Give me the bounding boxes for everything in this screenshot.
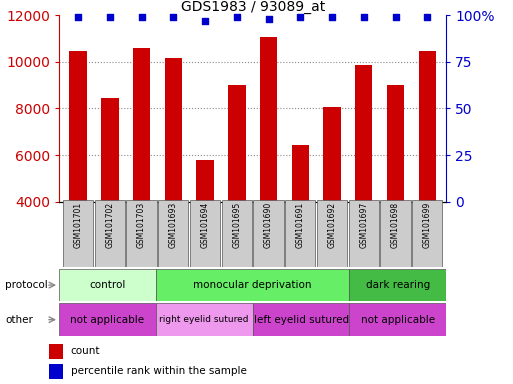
Text: GSM101692: GSM101692 [327, 202, 337, 248]
Text: not applicable: not applicable [70, 314, 145, 325]
Text: left eyelid sutured: left eyelid sutured [253, 314, 349, 325]
Text: GSM101698: GSM101698 [391, 202, 400, 248]
Bar [387, 85, 404, 202]
Bar [190, 200, 220, 267]
Bar [196, 160, 214, 202]
Bar [95, 200, 125, 267]
Bar [49, 364, 63, 379]
Bar [156, 269, 349, 301]
Bar [253, 200, 284, 267]
Point [423, 14, 431, 20]
Bar [381, 200, 410, 267]
Bar [158, 200, 188, 267]
Text: GSM101703: GSM101703 [137, 202, 146, 248]
Bar [355, 65, 372, 202]
Point [106, 14, 114, 20]
Text: right eyelid sutured: right eyelid sutured [160, 315, 249, 324]
Bar [63, 200, 93, 267]
Point [233, 14, 241, 20]
Text: percentile rank within the sample: percentile rank within the sample [71, 366, 246, 376]
Text: GSM101697: GSM101697 [359, 202, 368, 248]
Bar [349, 303, 446, 336]
Bar [101, 98, 119, 202]
Title: GDS1983 / 93089_at: GDS1983 / 93089_at [181, 0, 325, 14]
Text: GSM101691: GSM101691 [296, 202, 305, 248]
Bar [59, 269, 156, 301]
Bar [165, 58, 182, 202]
Text: GSM101693: GSM101693 [169, 202, 178, 248]
Bar [127, 200, 156, 267]
Text: GSM101690: GSM101690 [264, 202, 273, 248]
Point [201, 18, 209, 24]
Text: count: count [71, 346, 100, 356]
Text: GSM101702: GSM101702 [105, 202, 114, 248]
Text: GSM101695: GSM101695 [232, 202, 241, 248]
Bar [260, 38, 277, 202]
Point [328, 14, 336, 20]
Point [264, 16, 272, 22]
Text: GSM101701: GSM101701 [73, 202, 83, 248]
Bar [133, 48, 150, 202]
Point [296, 14, 304, 20]
Point [137, 14, 146, 20]
Text: not applicable: not applicable [361, 314, 435, 325]
Point [360, 14, 368, 20]
Bar [317, 200, 347, 267]
Text: GSM101694: GSM101694 [201, 202, 209, 248]
Text: protocol: protocol [5, 280, 48, 290]
Bar [349, 200, 379, 267]
Point [391, 14, 400, 20]
Point [74, 14, 82, 20]
Text: dark rearing: dark rearing [366, 280, 430, 290]
Bar [323, 107, 341, 202]
Bar [291, 144, 309, 202]
Bar [222, 200, 252, 267]
Bar [412, 200, 442, 267]
Bar [285, 200, 315, 267]
Text: GSM101699: GSM101699 [423, 202, 432, 248]
Bar [252, 303, 349, 336]
Text: monocular deprivation: monocular deprivation [193, 280, 312, 290]
Bar [49, 344, 63, 359]
Point [169, 14, 177, 20]
Text: other: other [5, 314, 33, 325]
Text: control: control [89, 280, 126, 290]
Bar [156, 303, 252, 336]
Bar [69, 51, 87, 202]
Bar [419, 51, 436, 202]
Bar [228, 85, 246, 202]
Bar [59, 303, 156, 336]
Bar [349, 269, 446, 301]
